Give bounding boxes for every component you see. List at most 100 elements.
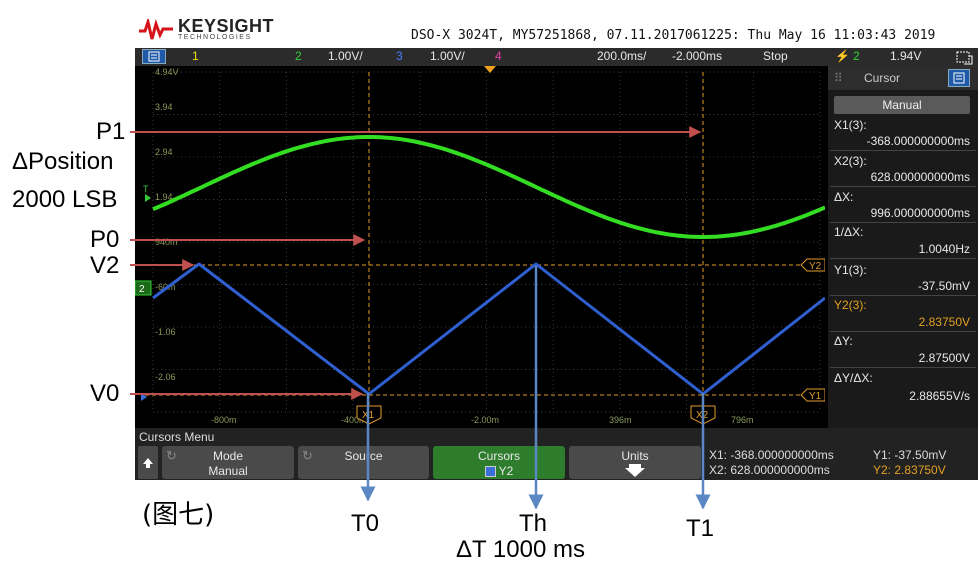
ch4-label[interactable]: 4: [495, 49, 502, 63]
timebase[interactable]: 200.0ms/: [597, 49, 647, 63]
status-bar: 1 2 1.00V/ 3 1.00V/ 4 200.0ms/ -2.000ms …: [135, 48, 978, 66]
back-button[interactable]: [138, 446, 158, 479]
brand-name: KEYSIGHT: [178, 16, 275, 36]
device-info: DSO-X 3024T, MY57251868, 07.11.201706122…: [411, 28, 936, 43]
y1-label: Y1(3):: [834, 263, 867, 277]
screen-toggle-icon[interactable]: [954, 49, 974, 65]
cursor-color-swatch: [484, 466, 496, 478]
trigger-level-marker[interactable]: [145, 194, 151, 202]
ch3-scale[interactable]: 1.00V/: [430, 49, 465, 63]
ch3-label[interactable]: 3: [396, 49, 403, 63]
annotation-v0: V0: [90, 380, 120, 407]
down-arrow-icon: [625, 464, 645, 477]
x1-label: X1(3):: [834, 118, 867, 132]
menu-title: Cursors Menu: [139, 430, 215, 444]
delay[interactable]: -2.000ms: [672, 49, 723, 63]
x-tick: -800m: [211, 415, 237, 425]
dydx-label: ΔY/ΔX:: [834, 371, 873, 385]
x-tick: 396m: [609, 415, 632, 425]
dx-label: ΔX:: [834, 190, 854, 204]
x1-value[interactable]: -368.000000000ms: [866, 134, 970, 148]
main-menu-button[interactable]: [142, 49, 166, 64]
readout-x2: X2: 628.000000000ms: [709, 463, 830, 477]
inv-dx-value: 1.0040Hz: [918, 242, 970, 256]
softkey-cursors[interactable]: Cursors Y2: [433, 446, 565, 479]
keysight-logo: KEYSIGHT TECHNOLOGIES: [138, 16, 275, 42]
softkey-mode[interactable]: ↻ Mode Manual: [162, 446, 294, 479]
up-arrow-icon: [143, 458, 153, 468]
ch2-label[interactable]: 2: [295, 49, 302, 63]
x-tick: 796m: [731, 415, 754, 425]
panel-menu-button[interactable]: [948, 69, 970, 87]
readout-y1: Y1: -37.50mV: [873, 448, 947, 462]
x2-value[interactable]: 628.000000000ms: [870, 170, 970, 184]
softkey-source-label: Source: [344, 449, 383, 463]
annotation-t0: T0: [351, 510, 380, 537]
trigger-position-marker[interactable]: [484, 66, 496, 73]
dx-value: 996.000000000ms: [870, 206, 970, 220]
y-tick: -2.06: [155, 372, 176, 382]
trigger-slope-icon: ⚡: [835, 49, 850, 63]
menu-icon: [148, 51, 160, 62]
y2-value[interactable]: 2.83750V: [918, 315, 970, 329]
y-tick: 940m: [155, 237, 178, 247]
dy-label: ΔY:: [834, 334, 853, 348]
y1-value[interactable]: -37.50mV: [917, 279, 970, 293]
panel-title: Cursor: [864, 71, 901, 85]
cursor-panel: ⠿ Cursor Manual X1(3): -368.000000000ms …: [828, 66, 978, 428]
annotation-lsb: 2000 LSB: [12, 186, 118, 213]
annotation-t1: T1: [686, 515, 715, 542]
readout-y2: Y2: 2.83750V: [873, 463, 946, 477]
softkey-mode-value: Manual: [208, 464, 248, 478]
softkey-source[interactable]: ↻ Source: [298, 446, 429, 479]
cursor-y1-tag[interactable]: [800, 388, 825, 402]
keysight-wave-icon: [139, 19, 173, 40]
dydx-value: 2.88655V/s: [909, 389, 970, 403]
mode-manual-button[interactable]: Manual: [834, 96, 970, 114]
y-tick: 4.94V: [155, 67, 179, 77]
softkey-cursors-value: Y2: [498, 464, 514, 478]
annotation-th: Th: [519, 510, 548, 537]
y-tick: -1.06: [155, 327, 176, 337]
annotation-dt: ΔT 1000 ms: [456, 536, 585, 563]
annotation-p1: P1: [96, 118, 126, 145]
y-tick: 2.94: [155, 147, 173, 157]
knob-icon: ↻: [302, 448, 313, 463]
x2-label: X2(3):: [834, 154, 867, 168]
softkey-mode-label: Mode: [212, 449, 244, 463]
panel-grip-icon: ⠿: [834, 71, 843, 85]
panel-menu-icon: [953, 72, 965, 84]
knob-icon: ↻: [166, 448, 177, 463]
annotation-v2: V2: [90, 252, 120, 279]
trigger-level[interactable]: 1.94V: [890, 49, 922, 63]
softkey-units[interactable]: Units: [569, 446, 701, 479]
cursor-y2-tag[interactable]: [800, 258, 825, 272]
ch2-waveform: [152, 135, 825, 239]
annotation-dposition: ΔPosition: [12, 148, 114, 175]
readout-x1: X1: -368.000000000ms: [709, 448, 834, 462]
x-tick: -2.00m: [471, 415, 499, 425]
y-tick: -60m: [155, 282, 176, 292]
cursor-y1-tag-label: Y1: [809, 391, 822, 402]
ch2-ground-marker-label: 2: [139, 284, 145, 295]
y-tick: 1.94: [155, 192, 173, 202]
run-state[interactable]: Stop: [763, 49, 788, 63]
figure-caption: (图七): [142, 500, 215, 530]
dy-value: 2.87500V: [918, 351, 970, 365]
cursor-readout: X1: -368.000000000ms X2: 628.000000000ms…: [707, 447, 978, 480]
inv-dx-label: 1/ΔX:: [834, 225, 864, 239]
cursor-y2-tag-label: Y2: [809, 261, 822, 272]
trigger-level-marker-label: T: [143, 184, 149, 194]
y-tick: 3.94: [155, 102, 173, 112]
annotation-p0: P0: [90, 226, 120, 253]
ch2-ground-marker[interactable]: [135, 280, 152, 296]
softkey-cursors-value-row: Y2: [433, 464, 565, 478]
brand-subtitle: TECHNOLOGIES: [178, 34, 252, 41]
ch2-scale[interactable]: 1.00V/: [328, 49, 363, 63]
x-tick: -400m: [341, 415, 367, 425]
ch1-label[interactable]: 1: [192, 49, 199, 63]
softkey-cursors-label: Cursors: [477, 449, 520, 463]
trigger-channel[interactable]: 2: [853, 49, 860, 63]
y2-label: Y2(3):: [834, 298, 867, 312]
